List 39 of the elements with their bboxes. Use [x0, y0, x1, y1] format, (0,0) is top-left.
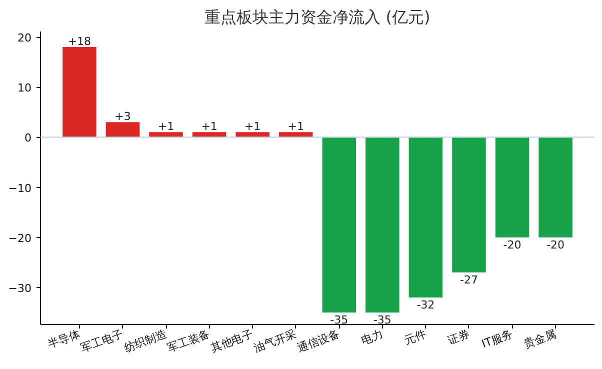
bar	[149, 132, 183, 138]
data-label: +3	[114, 110, 131, 124]
y-tick-label: −10	[8, 182, 32, 195]
data-label: -20	[546, 238, 565, 252]
y-tick-label: −30	[8, 282, 32, 295]
data-label: -20	[503, 238, 522, 252]
bar	[236, 132, 270, 138]
data-label: +1	[288, 120, 304, 134]
x-tick-label: 贵金属	[522, 327, 558, 351]
data-label: -27	[460, 273, 478, 286]
bar	[452, 137, 486, 272]
data-label: +18	[68, 35, 92, 48]
y-tick-label: 0	[24, 132, 32, 145]
data-label: -32	[416, 298, 435, 312]
chart-title: 重点板块主力资金净流入 (亿元)	[204, 8, 430, 26]
x-tick-label: 油气开采	[252, 327, 298, 355]
bar	[62, 47, 96, 138]
x-tick-label: 军工电子	[79, 327, 125, 355]
x-tick-label: 其他电子	[209, 327, 255, 355]
data-label: -35	[373, 313, 392, 326]
data-label: +1	[201, 120, 218, 134]
y-tick-label: 20	[18, 32, 32, 45]
x-tick-label: 军工装备	[166, 327, 212, 355]
bar	[366, 137, 400, 312]
x-tick-label: 元件	[402, 327, 428, 348]
bar	[322, 137, 356, 312]
bar	[538, 137, 572, 238]
x-tick-label: 电力	[360, 327, 385, 348]
y-tick-label: −20	[8, 232, 32, 245]
data-label: +1	[158, 120, 174, 134]
bar	[495, 137, 530, 238]
bar	[106, 122, 140, 138]
y-tick-label: 10	[18, 82, 32, 95]
x-tick-label: 通信设备	[296, 327, 342, 355]
x-tick-label: 证券	[446, 327, 472, 348]
data-label: -35	[330, 313, 348, 326]
data-label: +1	[244, 120, 261, 134]
x-tick-label: IT服务	[480, 327, 514, 351]
bar	[408, 137, 443, 298]
